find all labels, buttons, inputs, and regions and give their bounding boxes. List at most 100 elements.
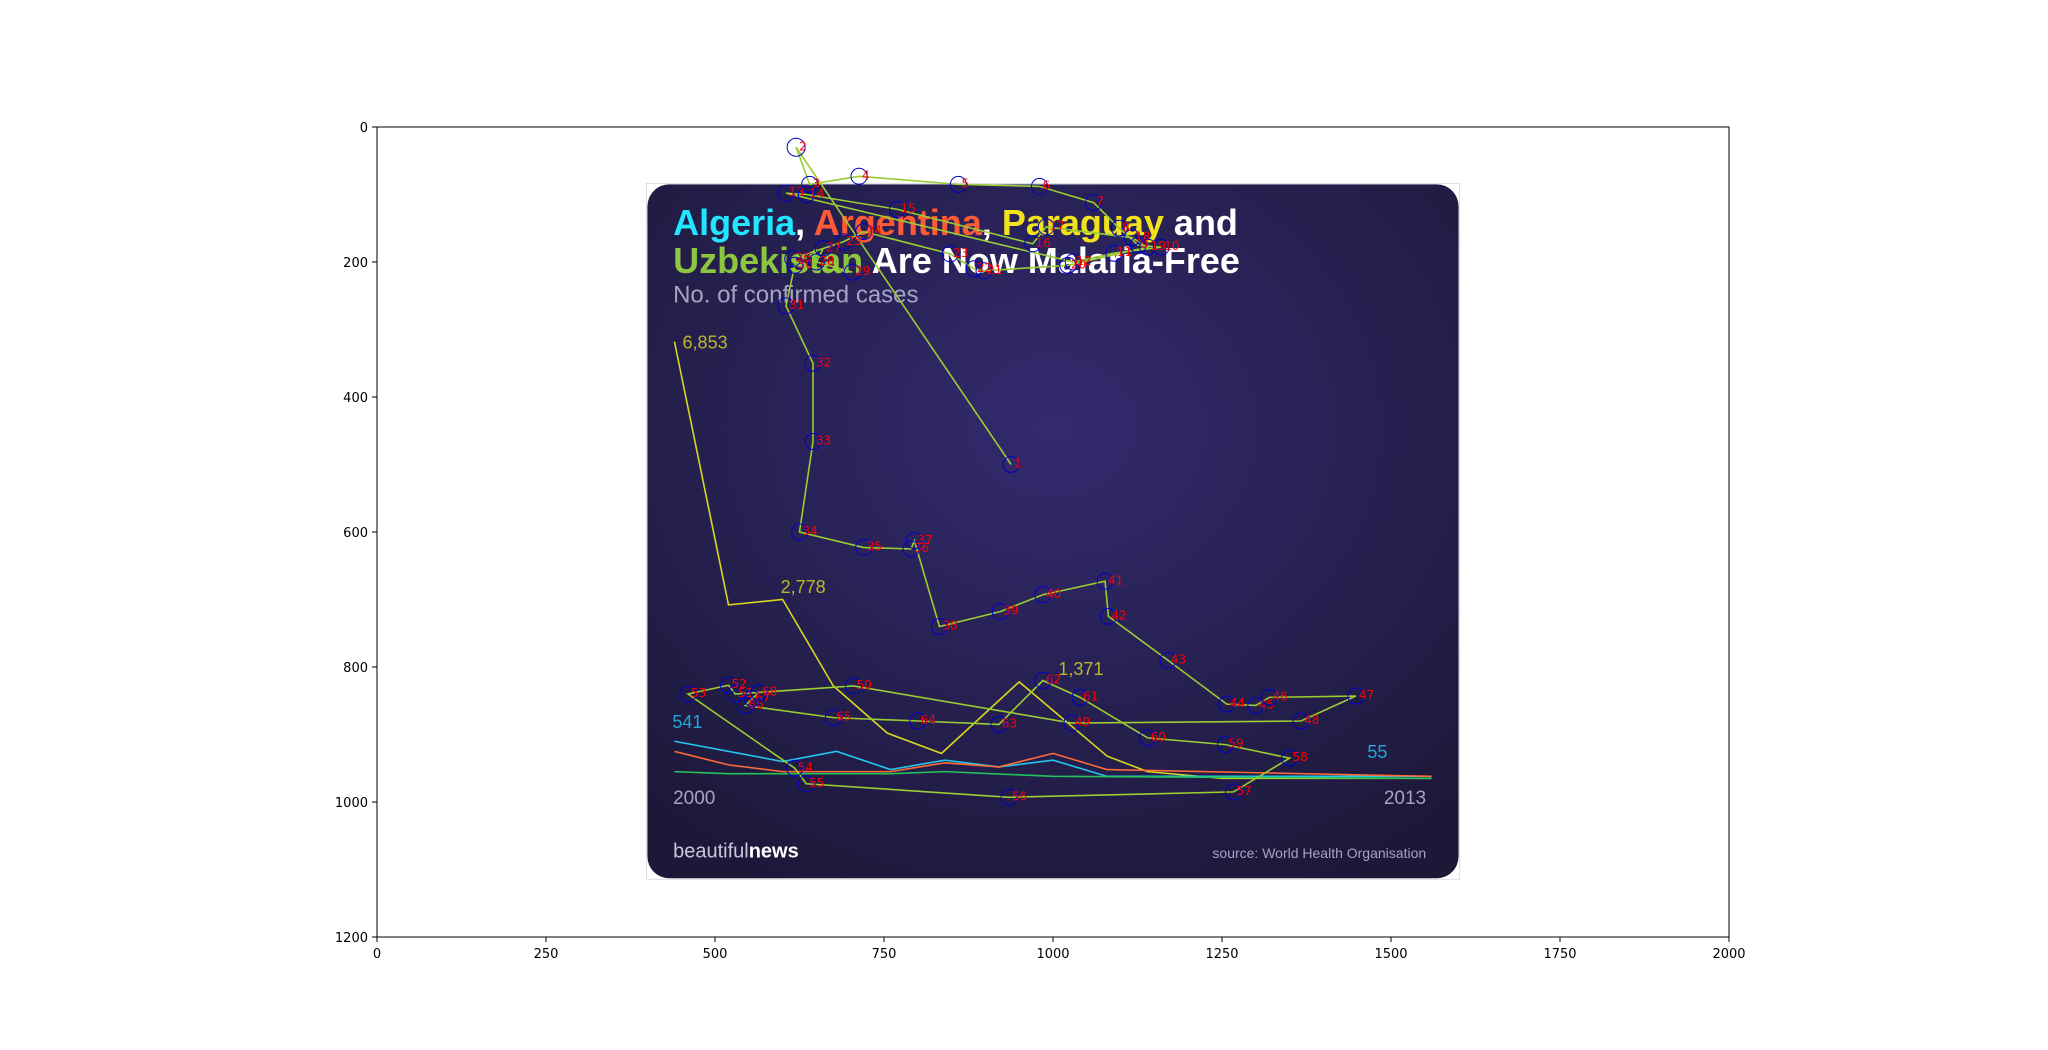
annotation-point-marker — [889, 200, 907, 218]
annotation-point-marker — [804, 354, 822, 372]
x-tick-label: 1750 — [1543, 947, 1576, 962]
annotation-point-label: 22 — [977, 261, 992, 275]
annotation-point-label: 39 — [1003, 604, 1018, 618]
annotation-point-label: 11 — [1117, 245, 1132, 259]
y-tick-label: 0 — [360, 121, 368, 136]
annotation-point-marker — [804, 433, 822, 451]
annotation-point-label: 35 — [867, 540, 882, 554]
title-segment: and — [1164, 202, 1238, 243]
x-tick-label: 1000 — [1036, 947, 1069, 962]
infographic-series-line — [674, 770, 1432, 780]
annotation-point-label: 50 — [857, 678, 872, 692]
annotation-point-marker — [1096, 572, 1114, 590]
infographic-value-label: 2,778 — [781, 577, 826, 597]
annotation-point-label: 48 — [1304, 713, 1319, 727]
annotation-point-label: 41 — [1108, 573, 1123, 587]
infographic-source: source: World Health Organisation — [1212, 845, 1426, 861]
annotation-point-marker — [750, 684, 768, 702]
annotation-point-marker — [1105, 244, 1123, 262]
annotation-point-label: 58 — [1293, 750, 1308, 764]
annotation-point-label: 4 — [862, 168, 870, 182]
infographic-value-label: 6,853 — [683, 332, 728, 352]
annotation-point-label: 54 — [798, 760, 813, 774]
annotation-point-marker — [1139, 238, 1157, 256]
annotation-point-label: 12 — [1076, 254, 1091, 268]
brand-light: beautiful — [673, 840, 749, 862]
annotation-point-label: 44 — [1230, 696, 1245, 710]
annotation-point-label: 5 — [961, 176, 969, 190]
plot-axes: 0 250 500 750 1000 1250 1500 1750 20000200400600… — [335, 121, 1746, 962]
annotation-point-marker — [797, 775, 815, 793]
annotation-point-marker — [930, 618, 948, 635]
annotation-point-marker — [1347, 687, 1365, 705]
annotation-point-marker — [791, 523, 808, 541]
annotation-point-marker — [1260, 688, 1278, 706]
annotation-point-marker — [1152, 238, 1170, 256]
x-tick-label: 1250 — [1205, 947, 1238, 962]
annotation-point-marker — [807, 253, 825, 271]
annotation-point-marker — [1034, 586, 1052, 604]
annotation-point-label: 16 — [1036, 236, 1051, 250]
annotation-point-label: 27 — [826, 241, 841, 255]
annotation-point-marker — [726, 685, 744, 703]
annotation-point-marker — [1000, 788, 1018, 806]
annotation-point-marker — [1063, 714, 1081, 732]
x-tick-label: 750 — [872, 947, 897, 962]
annotation-point-label: 65 — [836, 710, 851, 724]
annotation-point-label: 47 — [1359, 688, 1374, 702]
annotation-point-marker — [679, 685, 697, 703]
annotation-point-label: 30 — [798, 257, 813, 271]
annotation-point-marker — [855, 223, 873, 241]
x-tick-label: 2000 — [1712, 947, 1745, 962]
annotation-point-label: 28 — [819, 254, 834, 268]
annotation-point-marker — [843, 263, 861, 281]
annotation-point-marker — [1218, 695, 1236, 713]
annotation-point-marker — [845, 677, 863, 695]
infographic-series-line — [674, 740, 1432, 778]
y-tick-label: 600 — [343, 526, 368, 541]
annotation-point-label: 31 — [789, 298, 804, 312]
annotation-point-marker — [736, 696, 754, 714]
annotation-point-label: 19 — [1151, 239, 1166, 253]
annotation-point-marker — [990, 715, 1008, 733]
y-tick-label: 200 — [343, 256, 368, 271]
infographic-year-start: 2000 — [673, 788, 715, 809]
y-tick-label: 1200 — [335, 931, 368, 946]
annotation-point-marker — [855, 539, 873, 557]
annotation-point-marker — [834, 233, 852, 251]
annotation-point-marker — [1099, 607, 1117, 625]
y-tick-label: 800 — [343, 661, 368, 676]
x-tick-label: 500 — [703, 947, 728, 962]
background-infographic-image: Algeria, Argentina, Paraguay andUzbekist… — [645, 182, 1461, 880]
annotation-point-label: 63 — [1002, 716, 1017, 730]
annotation-point-label: 57 — [1236, 784, 1251, 798]
annotation-point-label: 10 — [1164, 239, 1179, 253]
title-segment: Uzbekistan — [673, 240, 863, 281]
annotation-point-label: 36 — [914, 541, 929, 555]
annotation-point-label: 49 — [1075, 715, 1090, 729]
annotation-point-marker — [786, 256, 804, 274]
annotation-point-marker — [991, 603, 1009, 621]
infographic-subtitle: No. of confirmed cases — [673, 282, 918, 309]
annotation-point-label: 33 — [816, 434, 831, 448]
annotation-point-label: 9 — [1141, 237, 1149, 251]
title-segment: Paraguay — [1002, 202, 1164, 243]
annotation-point-label: 52 — [732, 677, 747, 691]
annotation-point-label: 46 — [1272, 689, 1287, 703]
annotation-point-label: 68 — [762, 685, 777, 699]
annotation-point-label: 6 — [1042, 178, 1050, 192]
annotation-point-label: 18 — [1135, 230, 1150, 244]
annotation-point-marker — [1071, 688, 1089, 706]
annotation-point-label: 60 — [1151, 730, 1166, 744]
annotation-point-marker — [786, 137, 806, 157]
annotation-point-marker — [1024, 235, 1042, 253]
annotation-point-marker — [786, 759, 804, 777]
infographic-border — [645, 182, 1461, 880]
infographic-year-end: 2013 — [1384, 788, 1426, 809]
annotation-point-label: 42 — [1111, 608, 1126, 622]
infographic-series-line — [673, 341, 1432, 780]
annotation-point-label: 1 — [1014, 457, 1022, 471]
annotation-point-label: 8 — [1122, 220, 1130, 234]
annotation-point-marker — [949, 175, 967, 193]
